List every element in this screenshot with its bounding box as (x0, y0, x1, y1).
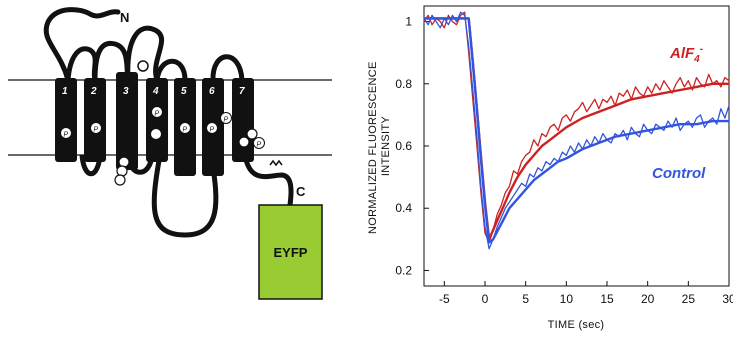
helix-number: 1 (62, 86, 68, 97)
series-fit-curve (424, 17, 729, 244)
x-tick-label: 5 (522, 292, 529, 306)
helix-number: 5 (181, 86, 187, 97)
y-tick-label: 0.2 (395, 263, 412, 277)
y-tick-label: 0.6 (395, 139, 412, 153)
x-tick-label: 20 (641, 292, 655, 306)
residue-label: P (210, 127, 215, 134)
residue-label: P (257, 142, 262, 149)
fluorescence-chart: -5 0 5 10 15 20 25 30 0.2 0.4 0.6 0.8 1 AlF4- Control… (367, 5, 733, 331)
series-lines (423, 11, 730, 250)
helix-number: 4 (152, 86, 159, 97)
x-tick-label: 25 (682, 292, 696, 306)
helix-5: 5 P (174, 78, 196, 176)
receptor-topology-diagram: 1 P 2 P 3 4 P 5 P 6 P P 7 (8, 7, 332, 300)
x-axis-label: TIME (sec) (548, 319, 605, 331)
series-label: AlF4- (669, 44, 704, 65)
residue-label: P (64, 132, 69, 139)
eyfp-tag-box (258, 204, 323, 300)
y-tick-label: 1 (405, 15, 412, 29)
helix-1: 1 P (55, 78, 77, 162)
c-terminal-tail (242, 154, 294, 206)
helix-number: 6 (209, 86, 215, 97)
x-tick-label: -5 (439, 292, 450, 306)
loop-residue-marker (137, 60, 149, 72)
y-tick-label: 0.8 (395, 77, 412, 91)
helix-number: 7 (239, 86, 245, 97)
extracellular-loop-3 (125, 25, 165, 81)
y-tick-label: 0.4 (395, 201, 412, 215)
n-terminus-label: N (120, 10, 129, 25)
helix-2: 2 P (84, 78, 106, 162)
helix-7: 7 P (232, 78, 265, 162)
helix-number: 3 (123, 86, 129, 97)
y-axis-label: NORMALIZED FLUORESCENCE INTENSITY (367, 58, 392, 234)
series-data-line (423, 11, 730, 244)
series-label: Control (652, 165, 706, 182)
helix-6: 6 P P (202, 78, 232, 176)
extracellular-loop-1 (65, 46, 98, 81)
x-tick-label: 10 (560, 292, 574, 306)
n-terminal-tail (43, 7, 121, 83)
axis-ticks: -5 0 5 10 15 20 25 30 0.2 0.4 0.6 0.8 1 (395, 15, 733, 306)
helix-4: 4 P (146, 78, 168, 162)
series-labels: AlF4- Control (652, 44, 706, 182)
residue-label: P (224, 117, 229, 124)
x-tick-label: 30 (722, 292, 733, 306)
palmitoylation-zigzag (269, 159, 283, 167)
residue-label: P (94, 127, 99, 134)
helix-3: 3 (114, 72, 138, 186)
x-tick-label: 0 (482, 292, 489, 306)
eyfp-tag-label: EYFP (274, 245, 308, 260)
intracellular-loop-3 (151, 154, 219, 238)
x-tick-label: 15 (600, 292, 614, 306)
c-terminus-label: C (296, 184, 306, 199)
residue-label: P (155, 111, 160, 118)
residue-label: P (183, 127, 188, 134)
extracellular-loop-4 (154, 58, 188, 81)
helix-number: 2 (90, 86, 97, 97)
extracellular-loop-5 (210, 54, 245, 81)
